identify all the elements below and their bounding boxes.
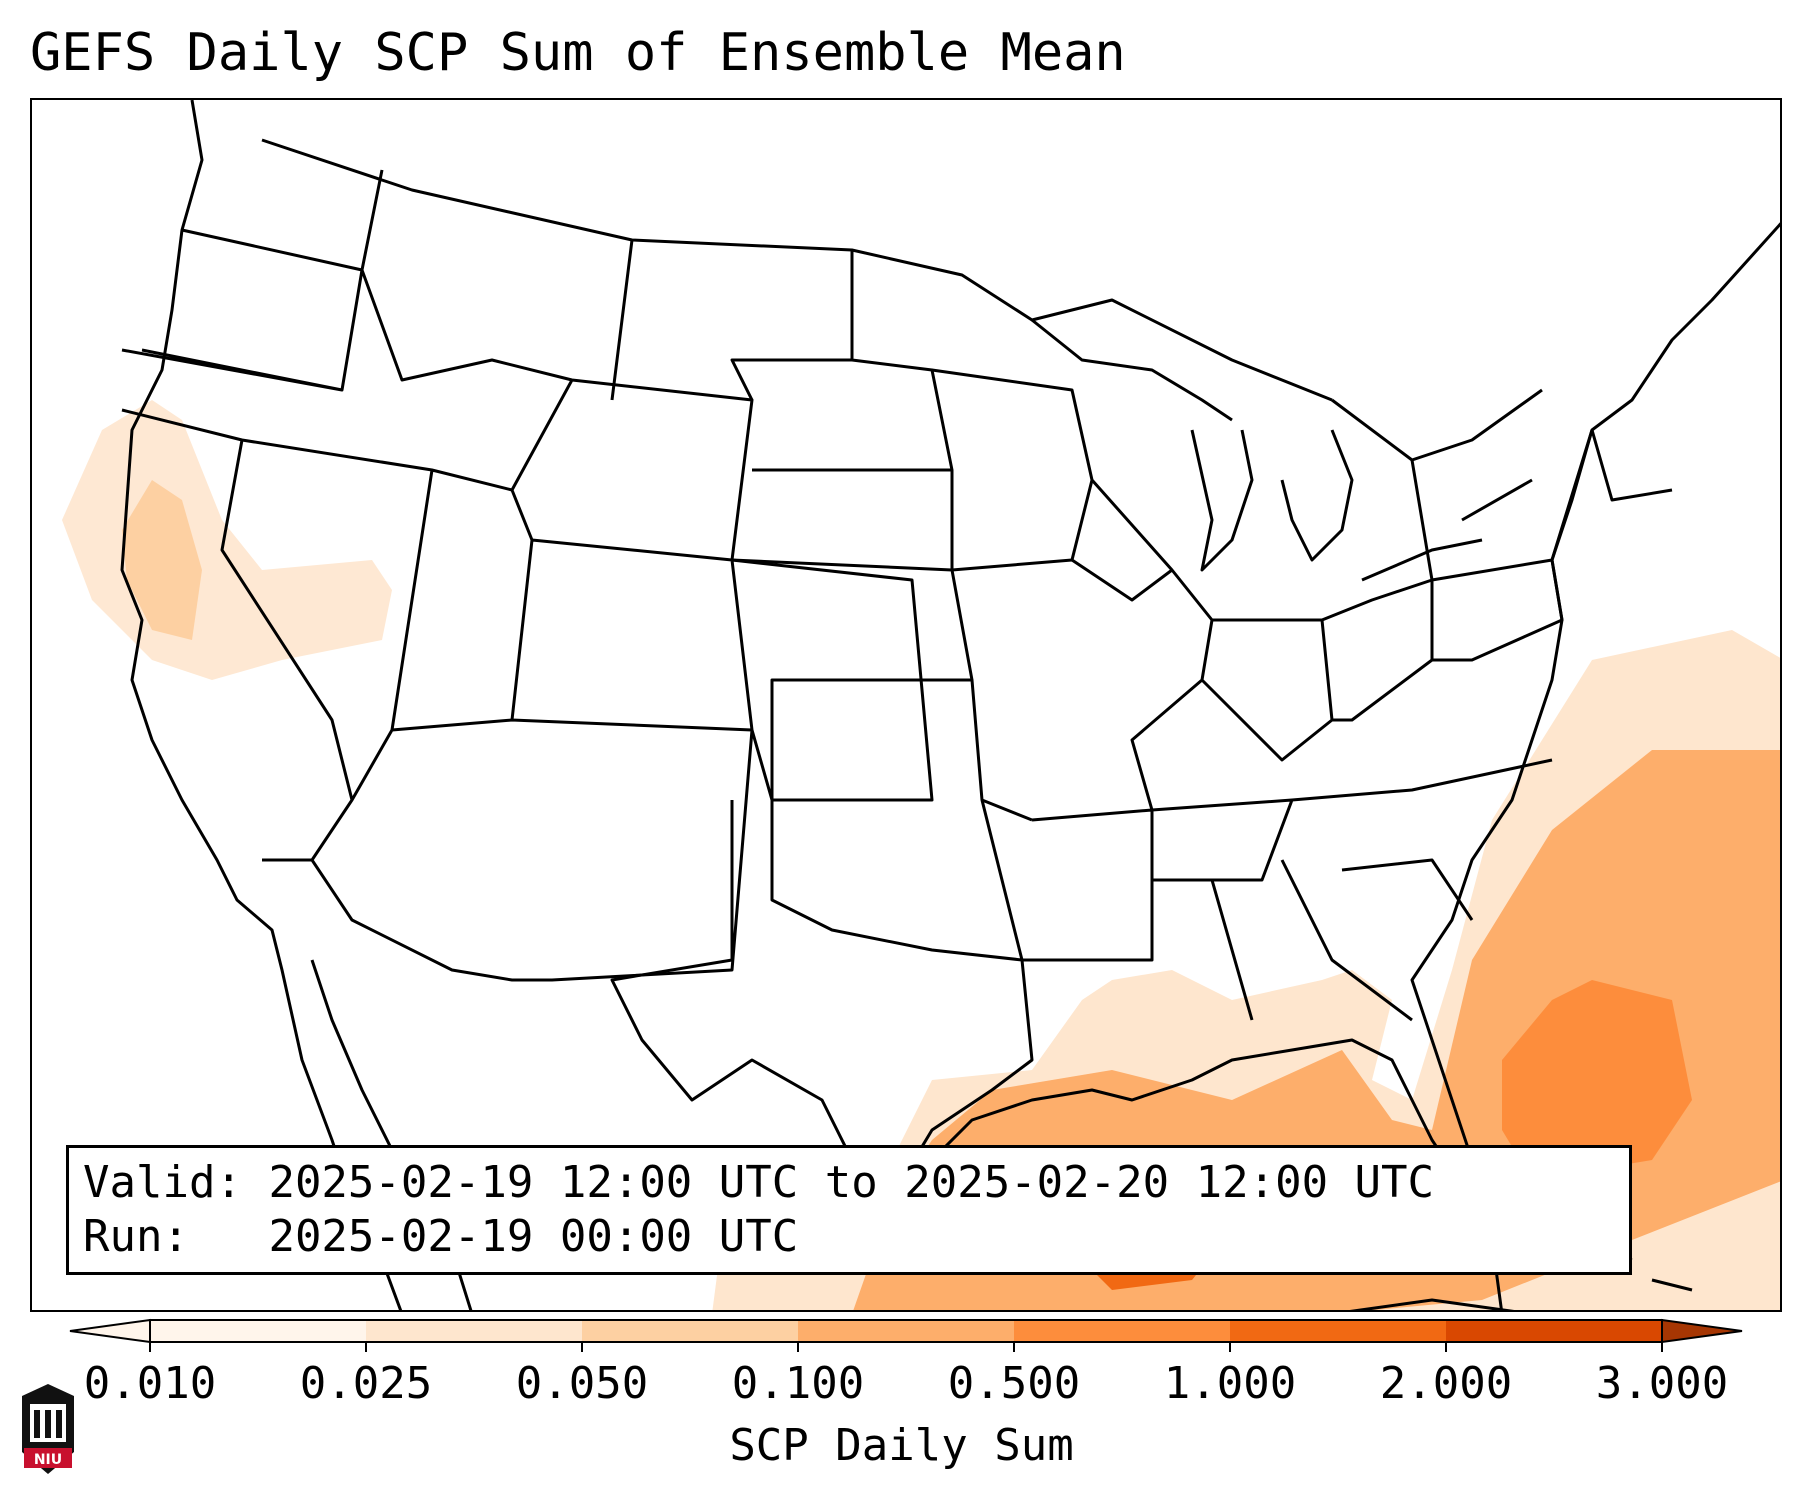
scp-field-atlantic-core: [1502, 980, 1692, 1180]
map-panel: [30, 98, 1782, 1312]
colorbar-tick-label: 0.500: [947, 1358, 1081, 1409]
valid-value: 2025-02-19 12:00 UTC to 2025-02-20 12:00…: [268, 1157, 1435, 1208]
run-label: Run:: [83, 1211, 189, 1262]
scp-field-northwest-core: [122, 480, 202, 640]
colorbar-tick-label: 0.050: [515, 1358, 649, 1409]
colorbar-segments: [69, 1318, 1743, 1344]
scp-field-northwest: [62, 400, 392, 680]
valid-label: Valid:: [83, 1157, 242, 1208]
state-lines-west: [121, 169, 934, 982]
colorbar-tick-label: 0.010: [83, 1358, 217, 1409]
run-value: 2025-02-19 00:00 UTC: [268, 1211, 799, 1262]
colorbar-segment: [1014, 1320, 1231, 1342]
colorbar-segment: [798, 1320, 1015, 1342]
colorbar-segment: [1230, 1320, 1447, 1342]
colorbar-tick-label: 0.025: [299, 1358, 433, 1409]
colorbar-tick-label: 0.100: [731, 1358, 865, 1409]
map-title: GEFS Daily SCP Sum of Ensemble Mean: [30, 23, 1126, 83]
colorbar-tick-label: 1.000: [1163, 1358, 1297, 1409]
valid-run-box: Valid: 2025-02-19 12:00 UTC to 2025-02-2…: [66, 1145, 1632, 1275]
colorbar-tick-label: 2.000: [1379, 1358, 1513, 1409]
colorbar-extend-min: [69, 1318, 151, 1344]
colorbar-ticks: [149, 1342, 1663, 1352]
colorbar-segment: [150, 1320, 367, 1342]
colorbar-label: SCP Daily Sum: [729, 1420, 1074, 1471]
state-lines-central: [610, 239, 1154, 962]
great-lakes: [1031, 318, 1533, 582]
colorbar-extend-max: [1661, 1318, 1743, 1344]
coastline-east: [1410, 222, 1780, 1241]
colorbar-segment: [1446, 1320, 1663, 1342]
colorbar-outline: [149, 1319, 1663, 1343]
colorbar: [69, 1318, 1743, 1352]
coastline-west: [120, 100, 403, 1310]
niu-logo: NIU: [22, 1384, 74, 1474]
colorbar-segment: [366, 1320, 583, 1342]
logo-text: NIU: [34, 1452, 62, 1468]
colorbar-segment: [582, 1320, 799, 1342]
colorbar-tick-label: 3.000: [1595, 1358, 1729, 1409]
map-canvas: [62, 100, 1780, 1310]
border-canada: [261, 138, 1333, 402]
